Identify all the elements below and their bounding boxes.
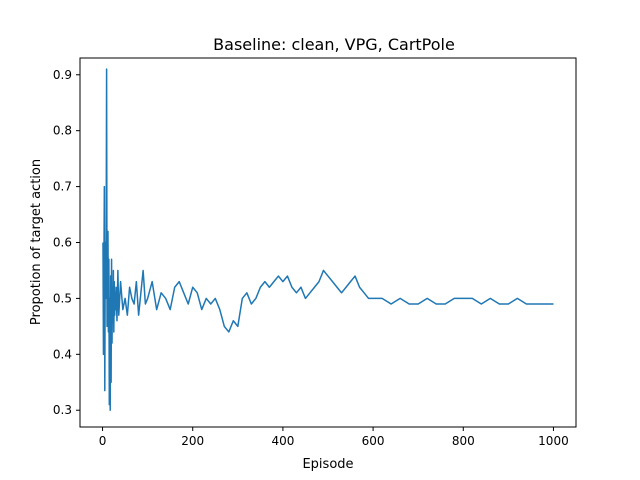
y-axis-ticks: 0.3 0.4 0.5 0.6 0.7 0.8 0.9 (53, 68, 80, 417)
y-tick-label: 0.5 (53, 291, 72, 305)
x-tick-label: 0 (99, 434, 107, 448)
y-tick-label: 0.3 (53, 403, 72, 417)
y-tick-label: 0.8 (53, 124, 72, 138)
x-axis-label: Episode (302, 457, 353, 472)
x-tick-label: 200 (181, 434, 204, 448)
x-tick-label: 1000 (538, 434, 569, 448)
y-tick-label: 0.7 (53, 180, 72, 194)
y-tick-label: 0.4 (53, 347, 72, 361)
plot-frame (79, 57, 577, 428)
y-axis-label: Propotion of target action (29, 159, 44, 325)
y-tick-label: 0.6 (53, 236, 72, 250)
x-tick-label: 800 (452, 434, 475, 448)
x-axis-ticks: 0 200 400 600 800 1000 (99, 427, 569, 448)
x-tick-label: 600 (362, 434, 385, 448)
x-tick-label: 400 (271, 434, 294, 448)
y-tick-label: 0.9 (53, 68, 72, 82)
plot-area (102, 68, 554, 411)
chart-title: Baseline: clean, VPG, CartPole (213, 35, 455, 54)
series-line-0 (102, 68, 554, 411)
